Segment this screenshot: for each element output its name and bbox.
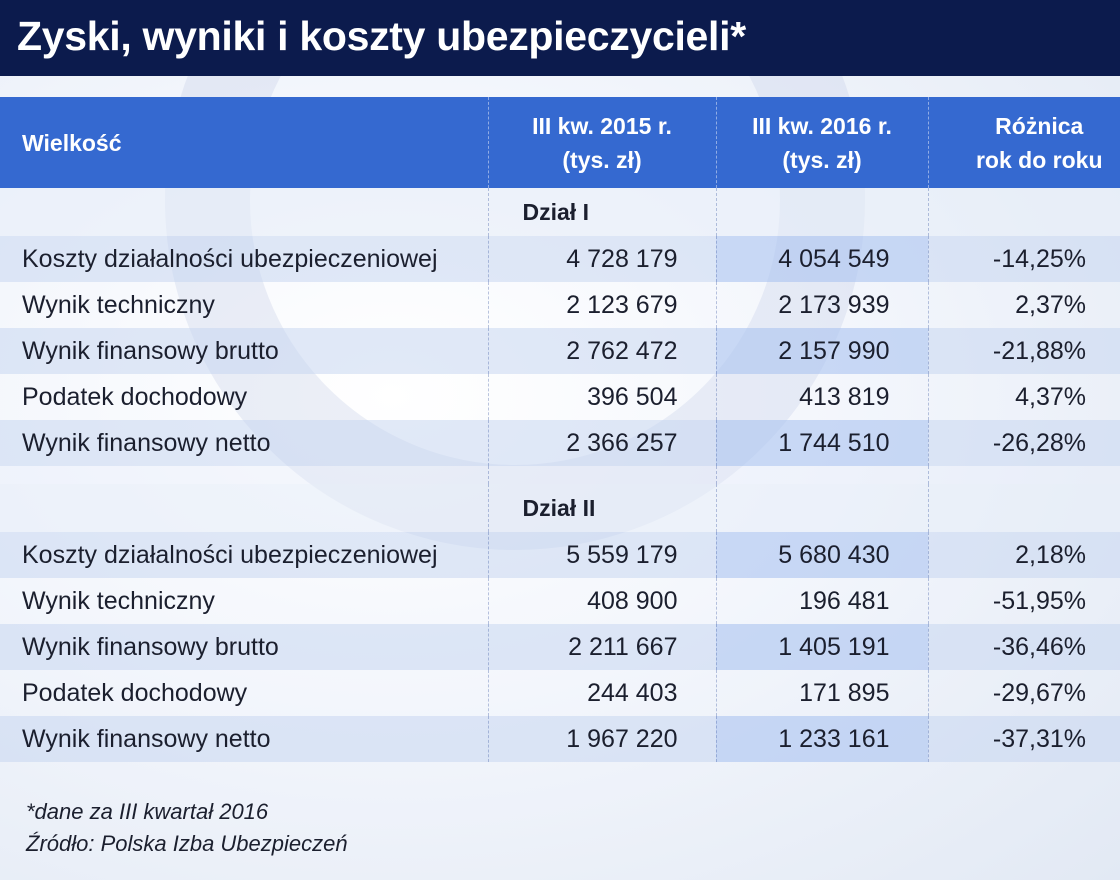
header-2016: III kw. 2016 r. (tys. zł) <box>715 97 928 188</box>
value-2015-cell: 396 504 <box>487 374 716 420</box>
table-row: Wynik techniczny 2 123 679 2 173 939 2,37% <box>0 282 1120 328</box>
value-2015-cell: 4 728 179 <box>487 236 716 282</box>
row-label-cell: Koszty działalności ubezpieczeniowej <box>0 236 488 282</box>
diff-cell: 2,37% <box>927 282 1120 328</box>
value-2015-cell: 408 900 <box>487 578 716 624</box>
diff-cell: -29,67% <box>927 670 1120 716</box>
value-2015-cell: 5 559 179 <box>487 532 716 578</box>
footnotes: *dane za III kwartał 2016 Źródło: Polska… <box>26 796 348 860</box>
section-blank-cell <box>927 188 1120 236</box>
row-label-cell: Podatek dochodowy <box>22 383 248 411</box>
row-label-cell: Wynik finansowy brutto <box>0 624 488 670</box>
diff-cell: -51,95% <box>927 578 1120 624</box>
row-label-cell: Koszty działalności ubezpieczeniowej <box>0 532 488 578</box>
value-2015-cell: 2 123 679 <box>487 282 716 328</box>
value-2015-cell: 2 366 257 <box>487 420 716 466</box>
value-2016-cell: 1 405 191 <box>715 624 928 670</box>
data-table: Wielkość III kw. 2015 r. (tys. zł) III k… <box>0 97 1120 762</box>
section-blank-cell <box>715 484 928 532</box>
row-label-cell: Wynik techniczny <box>22 291 215 319</box>
header-wielkosc: Wielkość <box>0 97 488 188</box>
diff-cell: -26,28% <box>927 420 1120 466</box>
table-row: Wynik finansowy brutto 2 762 472 2 157 990… <box>0 328 1120 374</box>
header-2015: III kw. 2015 r. (tys. zł) <box>487 97 716 188</box>
header-2016-line2: (tys. zł) <box>782 146 862 173</box>
row-label-cell: Wynik finansowy netto <box>0 716 488 762</box>
value-2015-cell: 244 403 <box>487 670 716 716</box>
table-body: Dział I Koszty działalności ubezpieczenio… <box>0 188 1120 762</box>
value-2015-cell: 1 967 220 <box>487 716 716 762</box>
section-header-row: Dział II <box>0 484 1120 532</box>
section-blank-cell <box>715 188 928 236</box>
table-row: Wynik finansowy netto 2 366 257 1 744 510-… <box>0 420 1120 466</box>
footnote-note: *dane za III kwartał 2016 <box>26 799 269 824</box>
value-2016-cell: 2 173 939 <box>715 282 928 328</box>
title-bar: Zyski, wyniki i koszty ubezpieczycieli* <box>0 0 1120 76</box>
spacer-cell <box>715 466 928 484</box>
section-header-row: Dział I <box>0 188 1120 236</box>
table-row: Wynik finansowy brutto 2 211 667 1 405 191… <box>0 624 1120 670</box>
value-2015-cell: 2 762 472 <box>487 328 716 374</box>
value-2016-cell: 196 481 <box>715 578 928 624</box>
table-row: Podatek dochodowy 396 504 413 819 4,37% <box>0 374 1120 420</box>
header-wielkosc-label: Wielkość <box>22 129 122 156</box>
header-roznica-line2: rok do roku <box>975 146 1103 173</box>
diff-cell: -21,88% <box>927 328 1120 374</box>
table-row: Wynik techniczny 408 900 196 481 -51,95% <box>0 578 1120 624</box>
value-2015-cell: 2 211 667 <box>487 624 716 670</box>
value-2016-cell: 5 680 430 <box>715 532 928 578</box>
header-roznica: Różnica rok do roku <box>927 97 1120 188</box>
page-title: Zyski, wyniki i koszty ubezpieczycieli* <box>17 13 746 59</box>
section-spacer-row <box>0 466 1120 484</box>
section-blank-cell <box>0 188 488 236</box>
diff-cell: -36,46% <box>927 624 1120 670</box>
row-label-cell: Wynik finansowy brutto <box>0 328 488 374</box>
spacer-cell <box>927 466 1120 484</box>
spacer-cell <box>0 466 488 484</box>
header-2015-line1: III kw. 2015 r. <box>532 112 672 139</box>
diff-cell: -14,25% <box>927 236 1120 282</box>
section-label: Dział I <box>487 188 716 236</box>
value-2016-cell: 4 054 549 <box>715 236 928 282</box>
footnote-source: Źródło: Polska Izba Ubezpieczeń <box>26 831 348 856</box>
diff-cell: 2,18% <box>927 532 1120 578</box>
header-2016-line1: III kw. 2016 r. <box>752 112 892 139</box>
diff-cell: 4,37% <box>927 374 1120 420</box>
header-2015-line2: (tys. zł) <box>562 146 642 173</box>
value-2016-cell: 1 744 510 <box>715 420 928 466</box>
row-label-cell: Wynik techniczny <box>22 587 215 615</box>
table-row: Koszty działalności ubezpieczeniowej 5 55… <box>0 532 1120 578</box>
diff-cell: -37,31% <box>927 716 1120 762</box>
spacer-cell <box>487 466 716 484</box>
header-roznica-line1: Różnica <box>995 112 1084 139</box>
table-row: Wynik finansowy netto 1 967 220 1 233 161-… <box>0 716 1120 762</box>
table-row: Koszty działalności ubezpieczeniowej 4 72… <box>0 236 1120 282</box>
value-2016-cell: 171 895 <box>715 670 928 716</box>
table-row: Podatek dochodowy 244 403 171 895 -29,67% <box>0 670 1120 716</box>
row-label-cell: Podatek dochodowy <box>22 679 248 707</box>
value-2016-cell: 1 233 161 <box>715 716 928 762</box>
value-2016-cell: 413 819 <box>715 374 928 420</box>
value-2016-cell: 2 157 990 <box>715 328 928 374</box>
section-blank-cell <box>0 484 488 532</box>
section-blank-cell <box>927 484 1120 532</box>
table-header-row: Wielkość III kw. 2015 r. (tys. zł) III k… <box>0 97 1120 188</box>
row-label-cell: Wynik finansowy netto <box>0 420 488 466</box>
section-label: Dział II <box>487 484 716 532</box>
